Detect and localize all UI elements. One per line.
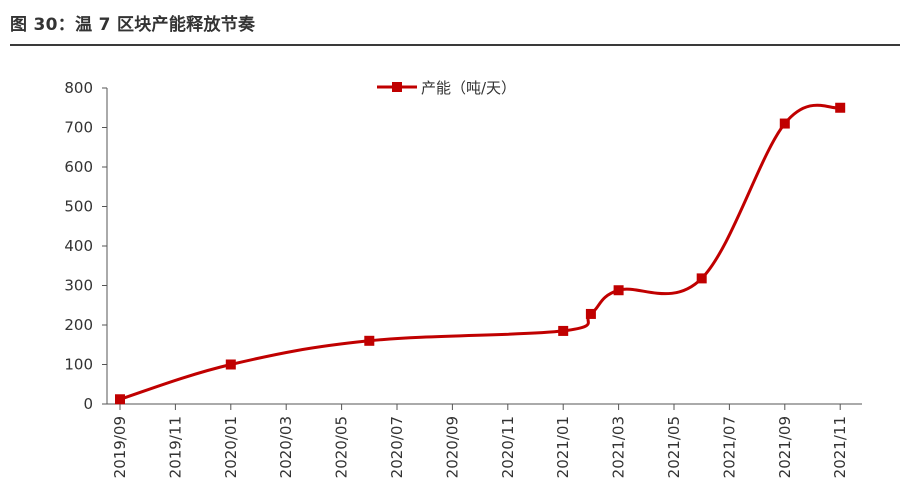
x-tick-label: 2020/05 [333, 416, 351, 478]
data-point-marker [779, 118, 790, 129]
x-tick-label: 2021/01 [554, 416, 572, 478]
y-tick-label: 200 [64, 316, 93, 334]
y-tick-label: 300 [64, 277, 93, 295]
title-rule [10, 44, 900, 46]
data-point-marker [225, 359, 236, 370]
x-axis: 2019/09 2019/11 2020/01 2020/03 2020/05 2020/… [107, 403, 862, 478]
series-layer [115, 102, 846, 405]
data-point-marker [115, 394, 125, 405]
y-axis: 0 100 200 300 400 500 600 700 800 [64, 79, 108, 413]
data-point-marker [585, 308, 596, 319]
series-line [119, 103, 841, 401]
x-tick-label: 2021/11 [831, 416, 849, 478]
y-tick-label: 500 [64, 198, 93, 216]
y-tick-label: 800 [64, 79, 93, 97]
data-point-marker [613, 285, 624, 296]
y-tick-label: 100 [64, 356, 93, 374]
x-tick-label: 2020/03 [277, 416, 295, 478]
y-tick-label: 600 [64, 158, 93, 176]
figure-title: 图 30：温 7 区块产能释放节奏 [10, 15, 256, 35]
legend: 产能（吨/天） [377, 79, 516, 97]
x-tick-label: 2021/03 [610, 416, 628, 478]
x-tick-label: 2020/09 [443, 416, 461, 478]
x-tick-label: 2020/01 [222, 416, 240, 478]
x-tick-label: 2019/09 [111, 416, 129, 478]
legend-marker-swatch [392, 82, 402, 92]
x-tick-label: 2021/07 [720, 416, 738, 478]
data-point-marker [835, 102, 846, 113]
data-point-marker [364, 335, 375, 346]
x-tick-label: 2020/07 [388, 416, 406, 478]
y-tick-label: 400 [64, 237, 93, 255]
data-point-marker [558, 325, 569, 336]
legend-label: 产能（吨/天） [421, 79, 516, 97]
x-tick-label: 2020/11 [499, 416, 517, 478]
x-tick-label: 2021/09 [776, 416, 794, 478]
y-tick-label: 0 [83, 395, 93, 413]
data-point-marker [696, 273, 707, 284]
x-tick-label: 2019/11 [166, 416, 184, 478]
y-tick-label: 700 [64, 119, 93, 137]
x-tick-label: 2021/05 [665, 416, 683, 478]
